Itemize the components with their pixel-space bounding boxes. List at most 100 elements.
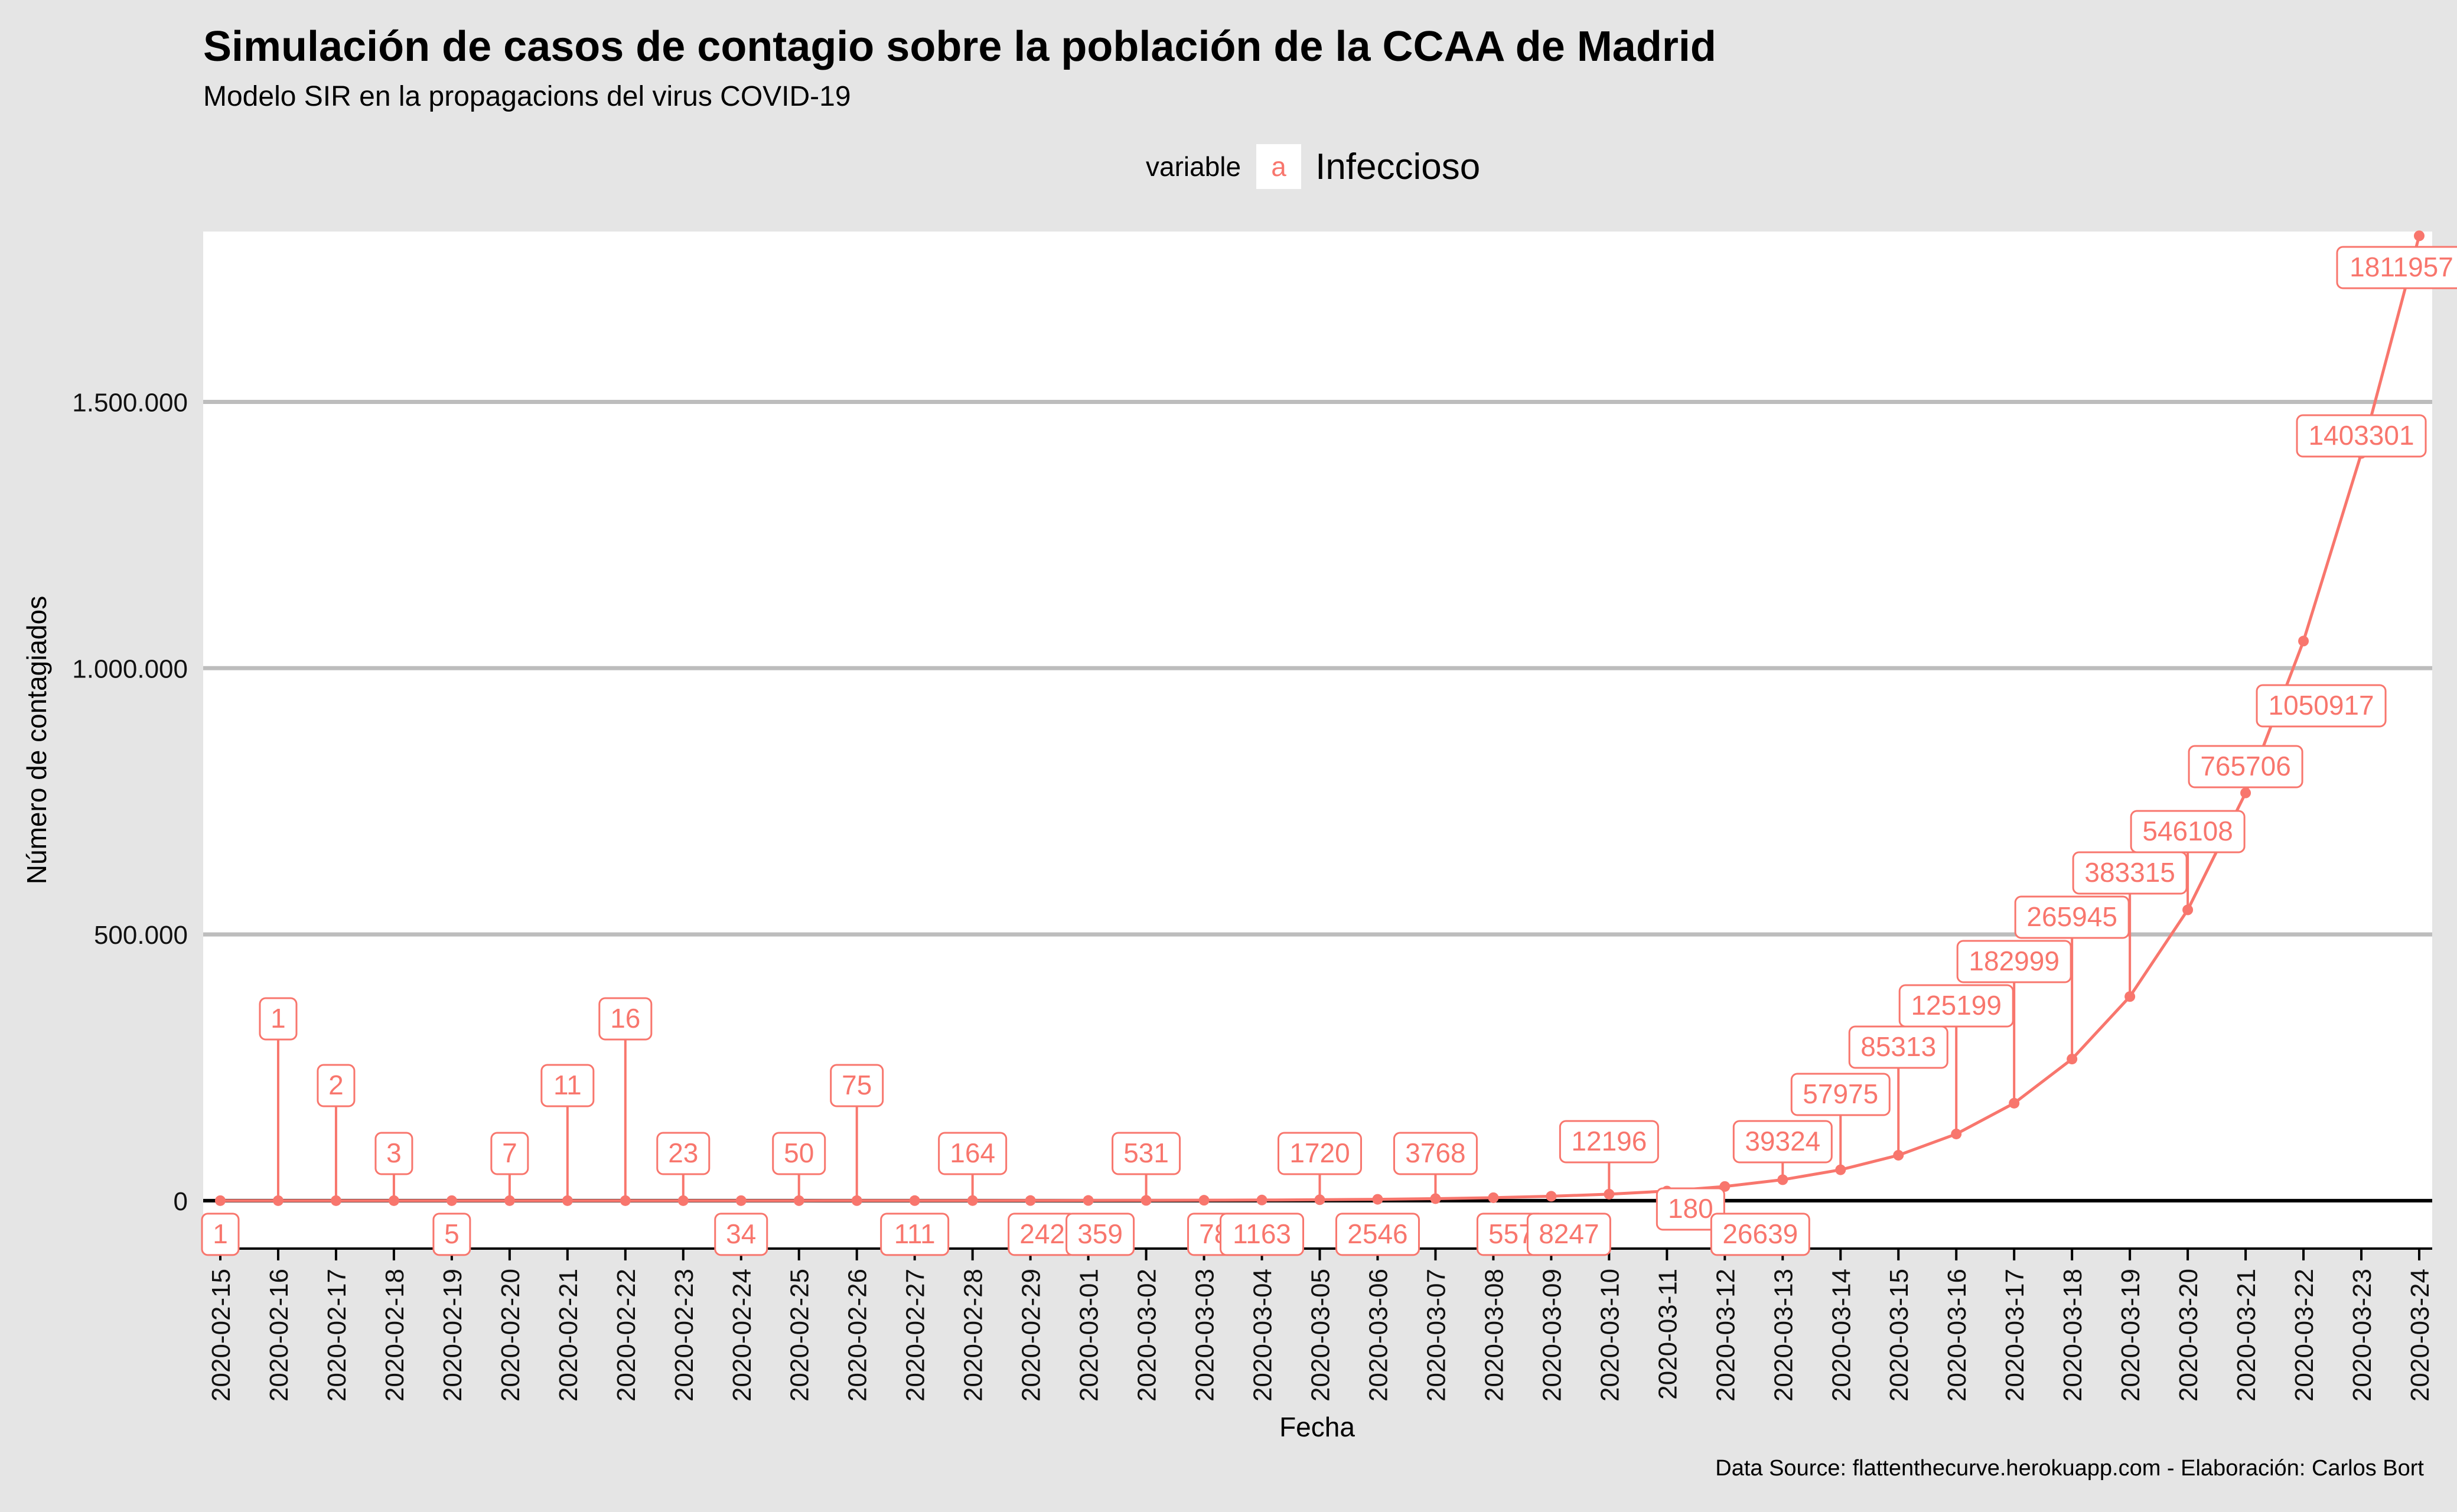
x-tick-label: 2020-03-11 <box>1653 1269 1682 1400</box>
data-point <box>2414 230 2425 242</box>
data-label-box <box>1065 1213 1135 1256</box>
x-tick-label: 2020-02-19 <box>438 1269 467 1402</box>
x-tick-label: 2020-03-20 <box>2174 1269 2203 1402</box>
data-label-box <box>1559 1120 1659 1164</box>
x-tick-label: 2020-02-16 <box>265 1269 294 1402</box>
x-tick-label: 2020-03-13 <box>1769 1269 1798 1402</box>
data-label-box <box>938 1132 1008 1175</box>
x-tick-label: 2020-03-22 <box>2290 1269 2319 1402</box>
x-tick-label: 2020-02-18 <box>380 1269 409 1402</box>
data-label-box <box>2188 745 2303 788</box>
x-tick-label: 2020-02-22 <box>612 1269 641 1402</box>
data-label: 34 <box>726 1218 756 1249</box>
data-label-box <box>772 1132 826 1175</box>
chart-subtitle: Modelo SIR en la propagacions del virus … <box>203 81 851 112</box>
data-label: 85313 <box>1860 1031 1936 1062</box>
x-tick-label: 2020-02-15 <box>207 1269 236 1402</box>
x-tick-label: 2020-03-21 <box>2232 1269 2261 1402</box>
data-label-box <box>1335 1213 1420 1256</box>
data-label: 5 <box>444 1218 460 1249</box>
data-label-box <box>1278 1132 1362 1175</box>
data-label: 182999 <box>1969 946 2060 976</box>
data-label: 2546 <box>1347 1218 1407 1249</box>
data-label-box <box>714 1213 768 1256</box>
data-point <box>1256 1194 1267 1205</box>
data-label-box <box>1710 1213 1810 1256</box>
data-label: 531 <box>1123 1138 1169 1168</box>
data-label-box <box>880 1213 950 1256</box>
data-label: 7 <box>502 1138 517 1168</box>
x-tick-label: 2020-02-24 <box>728 1269 757 1402</box>
x-tick-label: 2020-03-08 <box>1480 1269 1508 1402</box>
data-point <box>2240 787 2251 799</box>
data-label-box <box>2130 810 2246 853</box>
y-axis-title: Número de contagiados <box>21 596 52 884</box>
data-label-box <box>598 997 653 1041</box>
x-tick-label: 2020-03-15 <box>1885 1269 1914 1402</box>
caption: Data Source: flattenthecurve.herokuapp.c… <box>1715 1456 2424 1481</box>
data-point <box>215 1195 226 1206</box>
x-tick-label: 2020-02-26 <box>843 1269 872 1402</box>
data-label: 1403301 <box>2308 420 2414 451</box>
data-point <box>446 1195 457 1206</box>
data-point <box>1546 1191 1557 1202</box>
data-label-box <box>1732 1120 1833 1164</box>
data-point <box>1083 1195 1094 1206</box>
data-label-box <box>432 1213 471 1256</box>
legend-key: a <box>1256 144 1302 189</box>
legend-title: variable <box>1146 151 1241 182</box>
x-tick-label: 2020-03-07 <box>1422 1269 1451 1402</box>
data-label: 1163 <box>1233 1218 1291 1249</box>
chart-title: Simulación de casos de contagio sobre la… <box>203 23 1716 70</box>
data-label-box <box>2256 684 2387 728</box>
data-label-box <box>490 1132 529 1175</box>
x-tick-label: 2020-02-28 <box>959 1269 988 1402</box>
data-label: 125199 <box>1911 990 2002 1021</box>
data-label: 1720 <box>1289 1138 1350 1168</box>
data-label-box <box>1656 1187 1725 1231</box>
y-tick-label: 0 <box>174 1187 188 1216</box>
plot-panel <box>203 232 2432 1249</box>
data-point <box>735 1195 747 1206</box>
x-tick-label: 2020-03-01 <box>1075 1269 1104 1402</box>
x-tick-label: 2020-02-20 <box>496 1269 525 1402</box>
x-axis-title: Fecha <box>1279 1412 1355 1442</box>
x-tick-label: 2020-03-18 <box>2058 1269 2087 1402</box>
data-label: 12196 <box>1571 1126 1647 1156</box>
data-label: 383315 <box>2084 857 2175 888</box>
data-label: 2 <box>328 1070 344 1100</box>
data-label-box <box>1790 1073 1891 1116</box>
x-tick-label: 2020-03-05 <box>1306 1269 1335 1402</box>
data-label: 3768 <box>1405 1138 1465 1168</box>
data-label: 23 <box>668 1138 698 1168</box>
y-tick-label: 1.000.000 <box>72 654 188 683</box>
x-tick-label: 2020-02-29 <box>1017 1269 1046 1402</box>
axes: 0 500.000 1.000.000 1.500.000 2020-02-15 2020… <box>72 389 2435 1402</box>
data-label: 557 <box>1488 1218 1534 1249</box>
data-label-box <box>1848 1025 1948 1069</box>
data-label-box <box>201 1213 240 1256</box>
data-label: 765706 <box>2200 751 2291 781</box>
legend: variable a Infeccioso <box>1146 142 1480 191</box>
x-tick-label: 2020-02-23 <box>670 1269 699 1402</box>
x-tick-label: 2020-03-23 <box>2348 1269 2377 1402</box>
data-label: 111 <box>894 1218 936 1249</box>
data-label: 180 <box>1668 1193 1713 1224</box>
x-tick-label: 2020-02-27 <box>901 1269 930 1402</box>
data-point <box>1198 1195 1210 1206</box>
x-tick-label: 2020-03-09 <box>1537 1269 1566 1402</box>
x-tick-label: 2020-02-21 <box>554 1269 583 1402</box>
data-label-box <box>1526 1213 1611 1256</box>
x-tick-label: 2020-03-19 <box>2116 1269 2145 1402</box>
data-label-box <box>656 1132 711 1175</box>
x-tick-label: 2020-03-04 <box>1249 1269 1278 1402</box>
x-tick-label: 2020-03-06 <box>1364 1269 1393 1402</box>
data-point <box>1372 1194 1383 1205</box>
data-label-box <box>2336 246 2457 289</box>
x-tick-label: 2020-03-24 <box>2406 1269 2435 1402</box>
data-point <box>1025 1195 1036 1206</box>
data-label-box <box>1112 1132 1181 1175</box>
data-label: 8247 <box>1539 1218 1599 1249</box>
data-label: 164 <box>950 1138 995 1168</box>
